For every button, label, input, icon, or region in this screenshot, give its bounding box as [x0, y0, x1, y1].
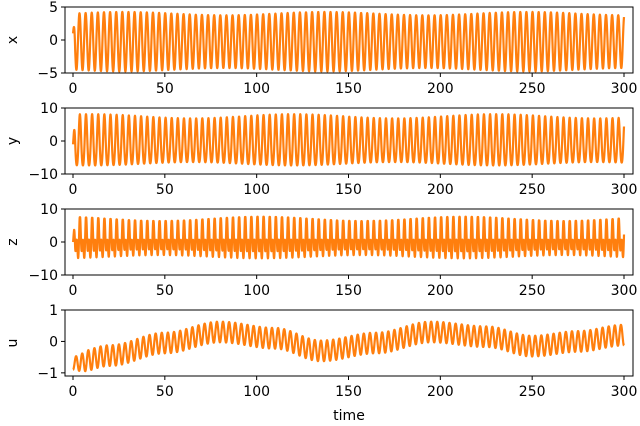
y-tick-label: 10: [40, 101, 58, 117]
y-tick-label: 10: [40, 202, 58, 218]
x-tick-label: 50: [156, 283, 174, 299]
x-tick-label: 50: [156, 182, 174, 198]
series-line-z: [71, 215, 626, 260]
x-tick-label: 300: [611, 182, 638, 198]
x-tick-label: 300: [611, 283, 638, 299]
y-tick-label: 1: [49, 303, 58, 319]
x-axis-label: time: [333, 408, 365, 424]
x-tick-label: 150: [335, 182, 362, 198]
y-axis-label-z: z: [5, 238, 21, 245]
y-tick-label: 0: [49, 33, 58, 49]
x-tick-label: 0: [69, 182, 78, 198]
y-axis-label-x: x: [5, 36, 21, 44]
x-tick-label: 100: [243, 182, 270, 198]
x-tick-label: 150: [335, 81, 362, 97]
x-tick-label: 300: [611, 384, 638, 400]
series-line-u: [72, 320, 625, 373]
x-tick-label: 150: [335, 283, 362, 299]
x-tick-label: 250: [519, 384, 546, 400]
x-tick-label: 50: [156, 81, 174, 97]
y-tick-label: 5: [49, 0, 58, 16]
x-tick-label: 300: [611, 81, 638, 97]
subplot-u: −1 0 1 0 50 100 150 200 250 300 u: [5, 303, 637, 400]
x-tick-label: 150: [335, 384, 362, 400]
x-tick-label: 100: [243, 81, 270, 97]
y-axis-label-u: u: [5, 339, 21, 348]
x-tick-label: 0: [69, 384, 78, 400]
y-tick-label: −1: [37, 366, 58, 382]
x-tick-label: 50: [156, 384, 174, 400]
y-axis-label-y: y: [5, 137, 21, 145]
x-tick-label: 200: [427, 384, 454, 400]
x-tick-label: 0: [69, 81, 78, 97]
x-tick-label: 200: [427, 283, 454, 299]
x-tick-label: 100: [243, 384, 270, 400]
y-tick-label: 0: [49, 134, 58, 150]
y-tick-label: −10: [28, 268, 58, 284]
series-line-x: [71, 10, 626, 73]
x-tick-label: 200: [427, 182, 454, 198]
x-tick-label: 200: [427, 81, 454, 97]
x-tick-label: 0: [69, 283, 78, 299]
x-tick-label: 100: [243, 283, 270, 299]
series-line-y: [71, 113, 626, 167]
x-tick-label: 250: [519, 81, 546, 97]
x-tick-label: 250: [519, 182, 546, 198]
y-tick-label: 0: [49, 334, 58, 350]
y-tick-label: −5: [37, 66, 58, 82]
x-tick-label: 250: [519, 283, 546, 299]
y-tick-label: −10: [28, 167, 58, 183]
y-tick-label: 0: [49, 235, 58, 251]
